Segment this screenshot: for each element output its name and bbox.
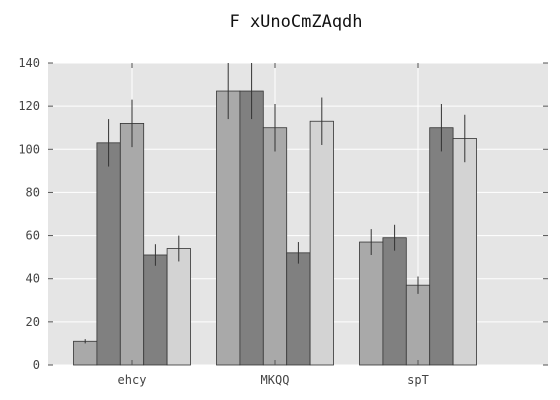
bar-ehcy-4	[167, 249, 190, 365]
bar-MKQQ-4	[310, 121, 333, 365]
y-tick-label-3: 60	[26, 229, 40, 243]
bar-MKQQ-1	[240, 91, 263, 365]
bar-ehcy-1	[97, 143, 120, 365]
y-tick-label-7: 140	[18, 56, 40, 70]
bar-spT-3	[430, 128, 453, 365]
x-tick-label-1: MKQQ	[261, 373, 290, 387]
x-tick-label-2: spT	[407, 373, 429, 387]
bar-ehcy-0	[74, 341, 97, 365]
y-tick-label-5: 100	[18, 142, 40, 156]
bar-MKQQ-0	[217, 91, 240, 365]
y-tick-label-4: 80	[26, 185, 40, 199]
bar-spT-0	[360, 242, 383, 365]
bar-spT-4	[453, 139, 476, 366]
y-tick-label-2: 40	[26, 272, 40, 286]
y-tick-label-0: 0	[33, 358, 40, 372]
y-tick-label-6: 120	[18, 99, 40, 113]
bar-MKQQ-2	[263, 128, 286, 365]
chart-title: F xUnoCmZAqdh	[229, 12, 362, 32]
bar-spT-2	[406, 285, 429, 365]
bar-ehcy-3	[144, 255, 167, 365]
x-tick-label-0: ehcy	[118, 373, 147, 387]
y-tick-label-1: 20	[26, 315, 40, 329]
bar-MKQQ-3	[287, 253, 310, 365]
bar-ehcy-2	[120, 123, 143, 365]
bar-spT-1	[383, 238, 406, 365]
